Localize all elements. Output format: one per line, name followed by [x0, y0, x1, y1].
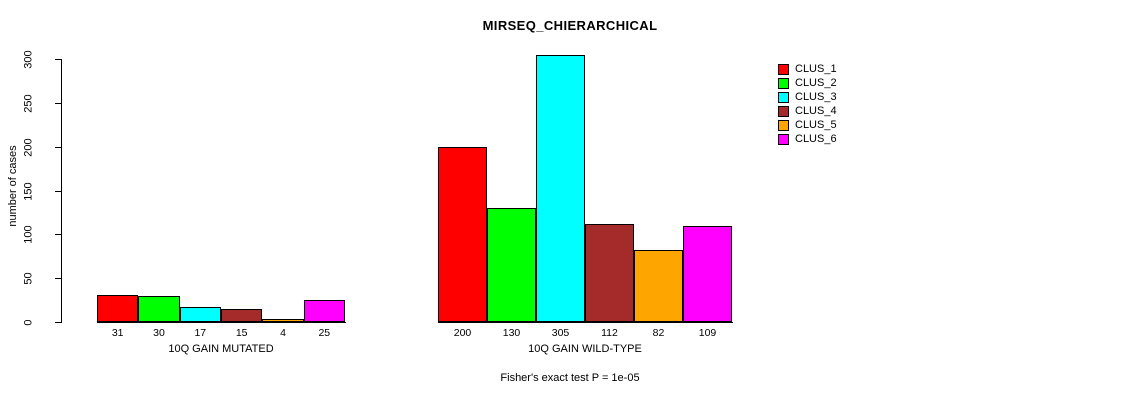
legend-item[interactable]: CLUS_3: [778, 90, 837, 104]
x-tick-label: 31: [111, 327, 124, 339]
legend-swatch-icon: [778, 133, 789, 145]
legend-item[interactable]: CLUS_1: [778, 62, 837, 76]
legend-label: CLUS_6: [795, 132, 837, 145]
y-axis-title: number of cases: [7, 145, 19, 227]
x-tick-label: 305: [551, 327, 570, 339]
legend-swatch-icon: [778, 91, 789, 103]
y-tick-label: 150: [22, 181, 35, 201]
bar: [221, 308, 263, 322]
y-tick-label: 0: [22, 319, 35, 326]
y-tick-label: 200: [22, 137, 35, 157]
legend-item[interactable]: CLUS_6: [778, 132, 837, 146]
bar-group-mutated: [97, 58, 345, 322]
bar: [262, 318, 304, 322]
x-tick-label: 109: [698, 327, 717, 339]
y-tick: [55, 59, 61, 60]
group-label-wildtype: 10Q GAIN WILD-TYPE: [528, 343, 642, 355]
legend-label: CLUS_1: [795, 62, 837, 75]
legend-swatch-icon: [778, 105, 789, 117]
x-tick-label: 25: [318, 327, 331, 339]
bar: [438, 146, 487, 322]
bar: [97, 294, 139, 322]
x-axis-wildtype: [438, 322, 733, 323]
legend-swatch-icon: [778, 63, 789, 75]
legend-label: CLUS_2: [795, 76, 837, 89]
legend-label: CLUS_4: [795, 104, 837, 117]
x-tick-label: 4: [280, 327, 286, 339]
y-tick-label: 50: [22, 272, 35, 285]
y-tick: [55, 278, 61, 280]
y-tick: [55, 146, 61, 148]
x-tick-label: 30: [153, 327, 165, 339]
x-tick-label: 112: [601, 327, 618, 339]
x-tick-label: 130: [502, 327, 521, 339]
y-tick-label: 300: [22, 50, 35, 69]
legend-swatch-icon: [778, 119, 789, 131]
bar: [536, 54, 585, 322]
bar: [487, 208, 536, 322]
y-tick-label: 250: [22, 94, 35, 113]
legend-item[interactable]: CLUS_2: [778, 76, 837, 90]
footer-note: Fisher's exact test P = 1e-05: [500, 372, 640, 384]
bar: [179, 307, 221, 322]
y-tick-label: 100: [22, 225, 35, 245]
y-tick: [55, 322, 61, 323]
y-tick: [55, 190, 61, 192]
legend-swatch-icon: [778, 77, 789, 89]
page-title: MIRSEQ_CHIERARCHICAL: [482, 18, 658, 33]
legend-item[interactable]: CLUS_5: [778, 118, 837, 132]
legend-label: CLUS_5: [795, 118, 837, 131]
legend-item[interactable]: CLUS_4: [778, 104, 837, 118]
x-tick-label: 82: [652, 327, 665, 339]
bar: [585, 223, 634, 322]
plot-area: number of cases 0 50 100 150 200 250 300 10Q G…: [7, 50, 733, 355]
x-tick-label: 200: [453, 327, 472, 339]
bar: [634, 250, 683, 322]
legend-label: CLUS_3: [795, 90, 837, 103]
legend: CLUS_1 CLUS_2 CLUS_3 CLUS_4 CLUS_5 CLUS_6: [778, 62, 837, 146]
x-axis-mutated: [97, 322, 346, 323]
y-tick: [55, 102, 61, 104]
bar: [303, 300, 345, 322]
y-tick: [55, 234, 61, 236]
x-tick-label: 17: [194, 327, 207, 339]
y-axis-line: [61, 59, 62, 323]
bar: [138, 295, 180, 322]
group-label-mutated: 10Q GAIN MUTATED: [168, 343, 274, 355]
x-tick-label: 15: [235, 327, 248, 339]
bar-group-wildtype: [438, 54, 732, 322]
bar: [683, 226, 732, 322]
